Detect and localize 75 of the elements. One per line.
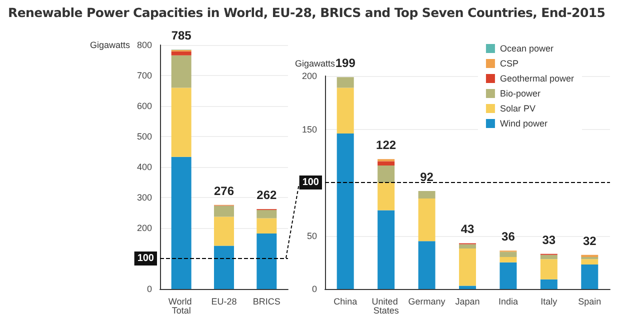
legend-label: Solar PV: [500, 104, 536, 114]
y-axis-title: Gigawatts: [295, 58, 336, 68]
y-tick-label: 700: [136, 70, 152, 80]
y-tick-label: 400: [136, 162, 152, 172]
bar: [500, 262, 517, 289]
bar: [581, 254, 598, 258]
bar: [256, 218, 277, 234]
x-tick-label: Spain: [578, 296, 602, 306]
bar: [214, 216, 234, 246]
bar: [214, 206, 234, 217]
chart-title: Renewable Power Capacities in World, EU-28, BRICS and Top Seven Countries, End-2015: [8, 5, 606, 20]
bar: [459, 244, 476, 249]
bar: [336, 134, 354, 289]
y-tick-label: 200: [302, 71, 317, 81]
bar: [459, 248, 476, 286]
total-label: 276: [214, 184, 234, 198]
total-label: 262: [256, 188, 277, 202]
y-tick-label: 50: [306, 230, 317, 241]
total-label: 199: [335, 56, 356, 70]
bar: [214, 246, 234, 289]
bar: [378, 210, 395, 289]
bar: [459, 286, 476, 289]
ref-line-label: 100: [302, 177, 320, 188]
legend-label: Wind power: [500, 118, 548, 128]
bar: [256, 233, 277, 289]
y-tick-label: 600: [136, 101, 152, 111]
bar: [540, 254, 558, 260]
x-tick-label: Germany: [408, 296, 446, 306]
bar: [336, 88, 354, 134]
ref-line-label: 100: [137, 253, 154, 264]
bar: [581, 264, 598, 289]
x-tick-label: China: [334, 296, 358, 306]
y-tick-label: 500: [136, 132, 152, 142]
y-tick-label: 150: [302, 124, 317, 134]
total-label: 92: [420, 170, 434, 184]
total-label: 32: [582, 234, 597, 248]
x-tick-label: EU-28: [211, 296, 237, 306]
y-tick-label: 0: [312, 284, 317, 294]
total-label: 43: [460, 222, 474, 236]
bar: [171, 88, 192, 157]
total-label: 36: [502, 230, 516, 244]
bar: [540, 259, 558, 280]
bar: [336, 77, 354, 88]
legend-label: CSP: [500, 58, 518, 68]
x-tick-label: India: [498, 296, 518, 306]
y-tick-label: 200: [136, 223, 152, 233]
x-tick-label: BRICS: [252, 296, 280, 306]
bar: [378, 161, 395, 166]
bar: [171, 156, 192, 289]
bar: [418, 191, 436, 198]
bar: [500, 257, 517, 262]
x-tick-label: World Total: [168, 296, 194, 316]
x-tick-label: United States: [372, 296, 400, 316]
bar: [378, 165, 395, 182]
bar: [540, 279, 558, 289]
y-tick-label: 300: [136, 192, 152, 202]
bar: [171, 51, 192, 56]
bar: [171, 55, 192, 88]
total-label: 33: [542, 232, 556, 247]
bar: [581, 259, 598, 265]
total-label: 122: [376, 138, 396, 152]
legend-label: Bio-power: [500, 88, 540, 98]
legend-label: Geothermal power: [500, 74, 574, 84]
x-tick-label: Japan: [455, 296, 480, 306]
bar: [418, 198, 436, 242]
legend-label: Ocean power: [500, 44, 554, 54]
total-label: 785: [171, 28, 192, 43]
bar: [418, 241, 436, 289]
y-tick-label: 800: [136, 40, 152, 50]
y-tick-label: 0: [146, 284, 152, 294]
bar: [256, 210, 277, 218]
bar: [500, 252, 517, 258]
y-axis-title: Gigawatts: [90, 40, 130, 50]
bar: [378, 182, 395, 210]
x-tick-label: Italy: [540, 296, 558, 306]
